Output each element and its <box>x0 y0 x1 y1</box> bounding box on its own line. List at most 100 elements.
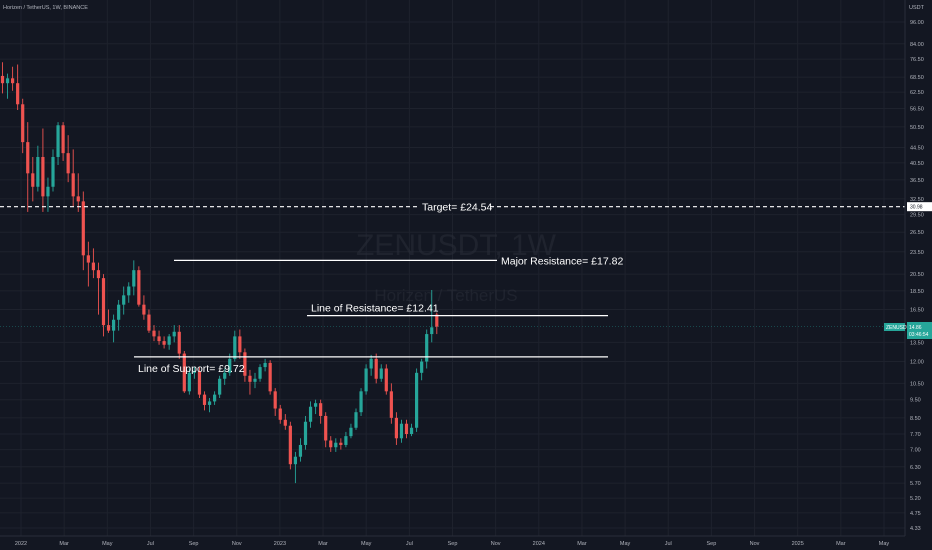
candle-body <box>349 427 353 437</box>
candle <box>207 397 212 413</box>
candle-body <box>308 406 313 422</box>
annotations-layer: Target= £24.54 Major Resistance= £17.82 Li… <box>0 200 905 375</box>
time-tick-label: Mar <box>577 541 587 547</box>
price-tick-label: 44.50 <box>910 146 924 152</box>
candle <box>122 286 126 315</box>
candle-body <box>132 270 136 287</box>
candle-body <box>5 78 10 84</box>
candle-body <box>354 412 358 428</box>
chart-grid <box>0 0 905 536</box>
candle <box>91 248 95 279</box>
price-tick-label: 7.00 <box>910 448 921 454</box>
candle <box>213 391 217 405</box>
price-tick-label: 4.33 <box>910 526 921 532</box>
time-tick-label: Sep <box>189 541 199 547</box>
candle-body <box>278 408 282 420</box>
candle-body <box>253 378 257 382</box>
resistance-label: Line of Resistance= £12.41 <box>311 303 439 315</box>
candle <box>283 414 287 430</box>
candle-body <box>364 368 368 392</box>
candle-body <box>228 358 232 373</box>
target-price-tag-value: 30.98 <box>910 205 923 211</box>
candles-layer <box>0 62 905 484</box>
candle-body <box>218 378 222 395</box>
candle <box>359 388 363 416</box>
candle-body <box>339 442 343 445</box>
candle <box>389 383 393 424</box>
candle <box>420 358 424 381</box>
candle <box>5 73 10 99</box>
price-tick-label: 68.50 <box>910 75 924 81</box>
candle <box>142 295 146 320</box>
candle-body <box>334 442 338 448</box>
candle <box>409 423 414 437</box>
price-tick-label: 8.50 <box>910 416 921 422</box>
candle-body <box>268 362 272 392</box>
candle <box>0 62 5 94</box>
candle-body <box>11 78 15 84</box>
candle-body <box>46 186 50 197</box>
candle <box>182 351 186 393</box>
annotation-target: Target= £24.54 <box>0 200 905 214</box>
candle-body <box>21 104 25 143</box>
price-tick-label: 50.50 <box>910 125 924 131</box>
candle <box>369 354 373 376</box>
annotation-resistance: Line of Resistance= £12.41 <box>307 303 608 317</box>
candle-body <box>384 368 388 392</box>
candle-body <box>36 156 40 187</box>
candle-body <box>213 394 217 402</box>
candle-body <box>86 255 90 263</box>
candle-body <box>369 358 373 369</box>
candle-body <box>137 270 141 305</box>
candle-body <box>394 417 398 439</box>
candle <box>223 368 227 385</box>
candle <box>384 364 388 395</box>
price-tick-label: 62.50 <box>910 90 924 96</box>
major-resistance-label: Major Resistance= £17.82 <box>501 255 623 267</box>
time-tick-label: Mar <box>59 541 69 547</box>
annotation-support: Line of Support= £9.72 <box>134 356 608 375</box>
candle-body <box>147 314 151 331</box>
candle-body <box>81 201 85 256</box>
candle <box>248 369 252 395</box>
candle-body <box>207 401 212 405</box>
candle-body <box>273 391 277 409</box>
candle <box>273 388 277 416</box>
price-tick-label: 96.00 <box>910 20 924 26</box>
time-tick-label: 2024 <box>533 541 545 547</box>
candle <box>298 438 303 462</box>
candle <box>278 404 282 424</box>
price-tick-label: 20.50 <box>910 272 924 278</box>
symbol-header: Horizen / TetherUS, 1W, BINANCE <box>3 5 88 11</box>
candle <box>157 330 161 345</box>
price-tick-label: 12.00 <box>910 360 924 366</box>
candle <box>56 122 60 165</box>
price-tick-label: 76.50 <box>910 57 924 63</box>
candle-body <box>192 371 196 373</box>
candle <box>238 329 242 359</box>
candle-body <box>243 352 247 376</box>
candle <box>177 325 181 359</box>
candle <box>117 299 121 331</box>
candle <box>16 64 20 111</box>
candle-body <box>288 425 292 465</box>
price-axis[interactable]: 96.00 84.00 76.50 68.50 62.50 56.50 50.50 44.50… <box>910 20 924 532</box>
candle-body <box>16 83 20 105</box>
candle <box>192 367 196 379</box>
candle <box>293 451 297 484</box>
candle-body <box>404 423 409 435</box>
time-tick-label: Jul <box>147 541 154 547</box>
price-tags: 30.98 ZENUSDT 14.86 03:46:54 <box>884 202 932 339</box>
candle-body <box>319 403 323 416</box>
candle-body <box>172 331 176 337</box>
candle <box>187 368 191 395</box>
price-tick-label: 26.50 <box>910 230 924 236</box>
candle-body <box>177 331 181 354</box>
candle-body <box>127 286 131 296</box>
candle <box>51 149 55 192</box>
candle-body <box>248 375 252 382</box>
candle-body <box>31 173 35 187</box>
time-axis[interactable]: 2022 Mar May Jul Sep Nov 2023 Mar May Jul Sep Nov 20… <box>15 541 890 547</box>
candle <box>11 66 15 91</box>
